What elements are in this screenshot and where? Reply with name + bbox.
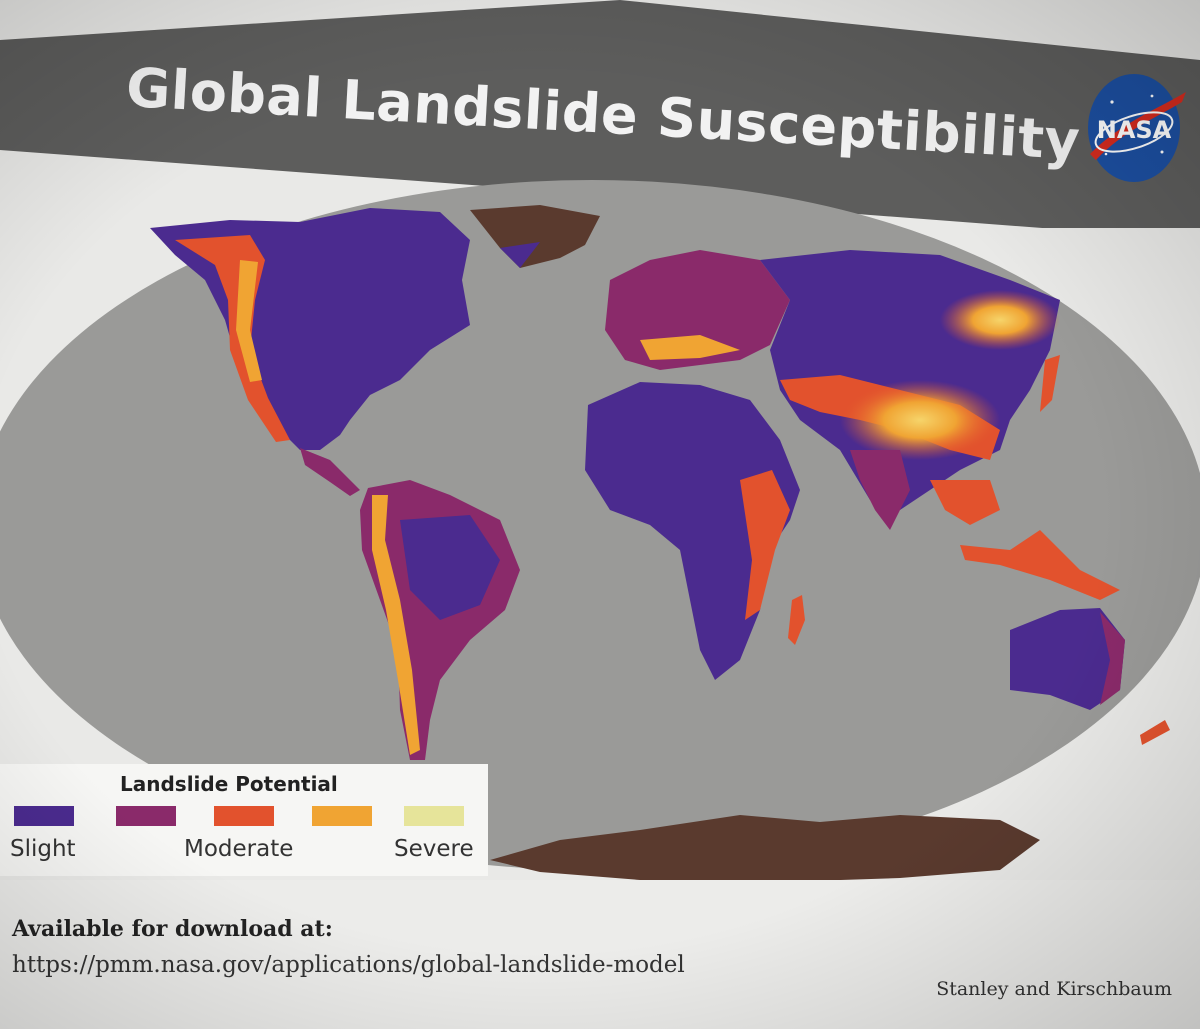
download-label: Available for download at: xyxy=(12,916,333,942)
new-zealand xyxy=(1140,720,1170,745)
legend-label-severe: Severe xyxy=(394,836,474,862)
nasa-logo-text: NASA xyxy=(1097,116,1172,144)
greenland-edge xyxy=(500,242,540,268)
north-america-west-ridge xyxy=(175,235,290,442)
map-legend: Landslide Potential Slight Moderate Seve… xyxy=(0,764,488,876)
australia xyxy=(1010,608,1125,710)
madagascar xyxy=(788,595,805,645)
australia-east-coast xyxy=(1100,612,1125,705)
legend-swatch-2 xyxy=(116,806,176,826)
nasa-logo: NASA xyxy=(1088,74,1186,182)
legend-label-slight: Slight xyxy=(10,836,76,862)
africa xyxy=(585,382,800,680)
greenland xyxy=(470,205,600,268)
andes xyxy=(372,495,420,755)
credit-text: Stanley and Kirschbaum xyxy=(936,978,1172,1000)
south-america-interior xyxy=(400,515,500,620)
legend-title: Landslide Potential xyxy=(120,772,338,796)
north-america-rockies xyxy=(236,260,262,382)
antarctica xyxy=(490,815,1040,882)
india xyxy=(850,450,910,530)
legend-swatch-5 xyxy=(404,806,464,826)
southeast-asia xyxy=(930,480,1000,525)
legend-label-moderate: Moderate xyxy=(184,836,294,862)
indonesia xyxy=(960,530,1120,600)
east-africa-rift xyxy=(740,470,790,620)
download-url: https://pmm.nasa.gov/applications/global… xyxy=(12,952,685,978)
legend-swatch-3 xyxy=(214,806,274,826)
legend-swatch-4 xyxy=(312,806,372,826)
slide-footer: Available for download at: https://pmm.n… xyxy=(0,880,1200,1029)
alps xyxy=(640,335,740,360)
central-america xyxy=(300,448,360,496)
legend-swatch-1 xyxy=(14,806,74,826)
japan xyxy=(1040,355,1060,412)
east-asia-hotspot xyxy=(940,290,1060,350)
world-map xyxy=(0,180,1200,882)
tibet-hotspot xyxy=(840,380,1000,460)
